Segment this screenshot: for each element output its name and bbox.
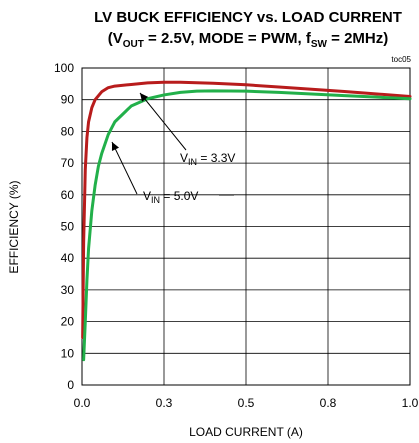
y-tick-label: 30 [61, 283, 75, 297]
x-tick-label: 0.0 [74, 396, 91, 410]
y-tick-label: 50 [61, 220, 75, 234]
x-axis-ticks: 0.0 0.3 0.5 0.8 1.0 [74, 396, 419, 410]
annotation-vin-3v3: VIN = 3.3V [180, 151, 235, 167]
series-line-vin50 [82, 89, 412, 362]
annotation-vin-5v0-arrowhead [111, 142, 120, 151]
x-tick-label: 0.8 [320, 396, 337, 410]
y-tick-label: 0 [67, 378, 74, 392]
plot-area [81, 67, 412, 386]
x-axis-label: LOAD CURRENT (A) [189, 425, 303, 439]
y-axis-label: EFFICIENCY (%) [7, 180, 21, 273]
annotation-vin-5v0: VIN = 5.0V [143, 189, 198, 205]
x-tick-label: 0.3 [156, 396, 173, 410]
chart-title-line1: LV BUCK EFFICIENCY vs. LOAD CURRENT [94, 9, 402, 26]
y-tick-label: 100 [54, 61, 74, 75]
x-tick-label: 1.0 [402, 396, 419, 410]
x-tick-label: 0.5 [238, 396, 255, 410]
y-tick-label: 10 [61, 346, 75, 360]
y-tick-label: 60 [61, 188, 75, 202]
y-axis-ticks: 0 10 20 30 40 50 60 70 80 90 100 [54, 61, 74, 392]
series-line-vin33 [81, 80, 412, 339]
annotation-vin-5v0-leader [111, 141, 138, 195]
annotation-vin-3v3-leader [139, 92, 187, 151]
chart-title-line2: (VOUT = 2.5V, MODE = PWM, fSW = 2MHz) [108, 30, 388, 50]
figure-tag: toc05 [391, 55, 411, 64]
y-tick-label: 70 [61, 156, 75, 170]
annotations: VIN = 3.3V VIN = 5.0V [111, 92, 235, 205]
y-tick-label: 20 [61, 315, 75, 329]
plot-frame [81, 67, 411, 386]
y-tick-label: 40 [61, 251, 75, 265]
y-tick-label: 80 [61, 124, 75, 138]
y-tick-label: 90 [61, 93, 75, 107]
annotation-vin-3v3-arrowhead [140, 93, 149, 102]
